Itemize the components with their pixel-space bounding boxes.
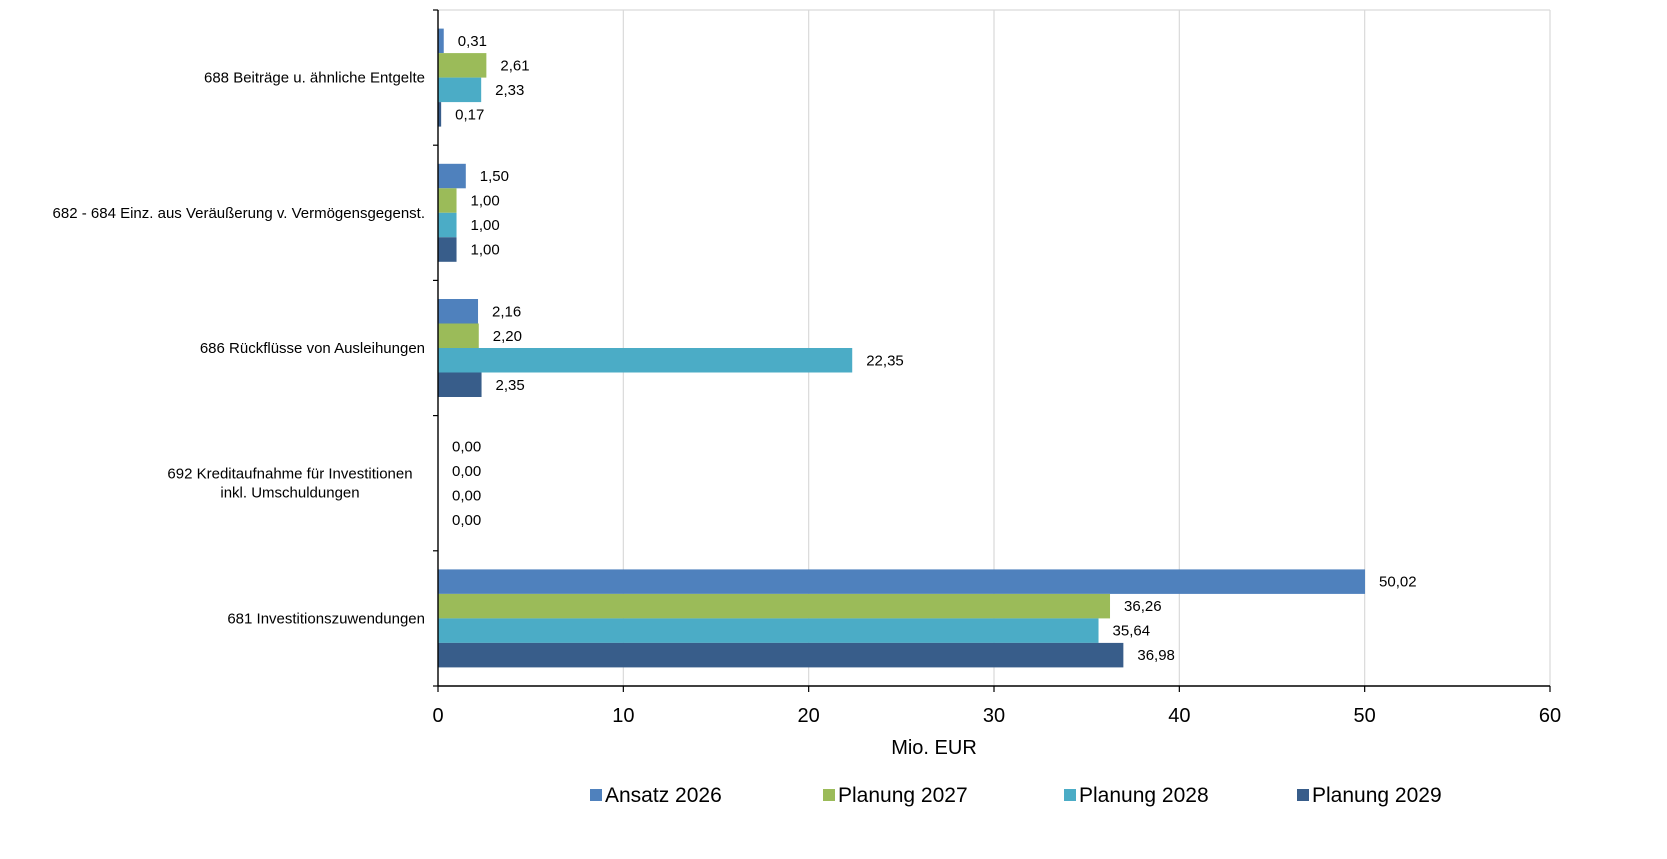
category-label: 686 Rückflüsse von Ausleihungen (200, 340, 425, 357)
data-label: 1,50 (480, 168, 509, 185)
bar (438, 237, 457, 262)
category-label: 692 Kreditaufnahme für Investitionen (167, 466, 412, 483)
legend-label: Planung 2029 (1312, 784, 1442, 807)
bar (438, 299, 479, 324)
data-label: 1,00 (471, 193, 500, 210)
legend-swatch (590, 789, 602, 801)
legend-label: Planung 2027 (838, 784, 968, 807)
x-tick-label: 20 (798, 705, 820, 727)
category-label: inkl. Umschuldungen (220, 485, 359, 502)
data-label: 0,31 (458, 33, 487, 50)
data-label: 2,61 (500, 57, 529, 74)
legend-swatch (1297, 789, 1309, 801)
data-label: 0,00 (452, 512, 481, 529)
data-label: 0,00 (452, 438, 481, 455)
bar (438, 593, 1111, 619)
data-label: 2,33 (495, 82, 524, 99)
x-tick-label: 30 (983, 705, 1005, 727)
x-tick-label: 60 (1539, 705, 1561, 727)
data-label: 35,64 (1113, 623, 1151, 640)
x-tick-label: 50 (1354, 705, 1376, 727)
gridlines (438, 9, 1551, 686)
x-tick-label: 0 (432, 705, 443, 727)
data-label: 50,02 (1379, 574, 1417, 591)
data-label: 2,20 (493, 328, 522, 345)
legend: Ansatz 2026 Planung 2027 Planung 2028 Planu… (590, 784, 1442, 807)
x-tick-label: 40 (1168, 705, 1190, 727)
bar (438, 348, 853, 373)
bar (438, 569, 1366, 594)
labels: 0,31 2,61 2,33 0,17 1,50 1,00 1,00 1,00 2,16 2,20… (53, 33, 1562, 727)
legend-label: Planung 2028 (1079, 784, 1209, 807)
x-tick-label: 10 (612, 705, 634, 727)
bar (438, 618, 1099, 643)
bar (438, 28, 444, 54)
data-label: 2,16 (492, 303, 521, 320)
data-label: 2,35 (496, 377, 525, 394)
legend-label: Ansatz 2026 (605, 784, 722, 807)
category-label: 688 Beiträge u. ähnliche Entgelte (204, 70, 425, 87)
data-label: 36,98 (1137, 647, 1175, 664)
bar (438, 77, 482, 103)
data-label: 1,00 (471, 217, 500, 234)
data-label: 0,00 (452, 463, 481, 480)
bar (438, 212, 457, 238)
category-label: 681 Investitionszuwendungen (227, 610, 425, 627)
legend-swatch (1064, 789, 1076, 801)
bar (438, 102, 442, 127)
data-label: 0,17 (455, 106, 484, 123)
bar (438, 163, 466, 189)
bar (438, 323, 479, 348)
bars (438, 28, 1366, 668)
category-label: 682 - 684 Einz. aus Veräußerung v. Vermö… (53, 205, 425, 222)
bar (438, 188, 457, 213)
data-label: 0,00 (452, 487, 481, 504)
legend-swatch (823, 789, 835, 801)
data-label: 36,26 (1124, 598, 1162, 615)
axes (433, 9, 1551, 692)
bar (438, 372, 482, 397)
x-axis-title: Mio. EUR (891, 737, 977, 759)
bar (438, 642, 1124, 668)
data-label: 22,35 (866, 352, 904, 369)
data-label: 1,00 (471, 242, 500, 259)
bar (438, 53, 487, 78)
